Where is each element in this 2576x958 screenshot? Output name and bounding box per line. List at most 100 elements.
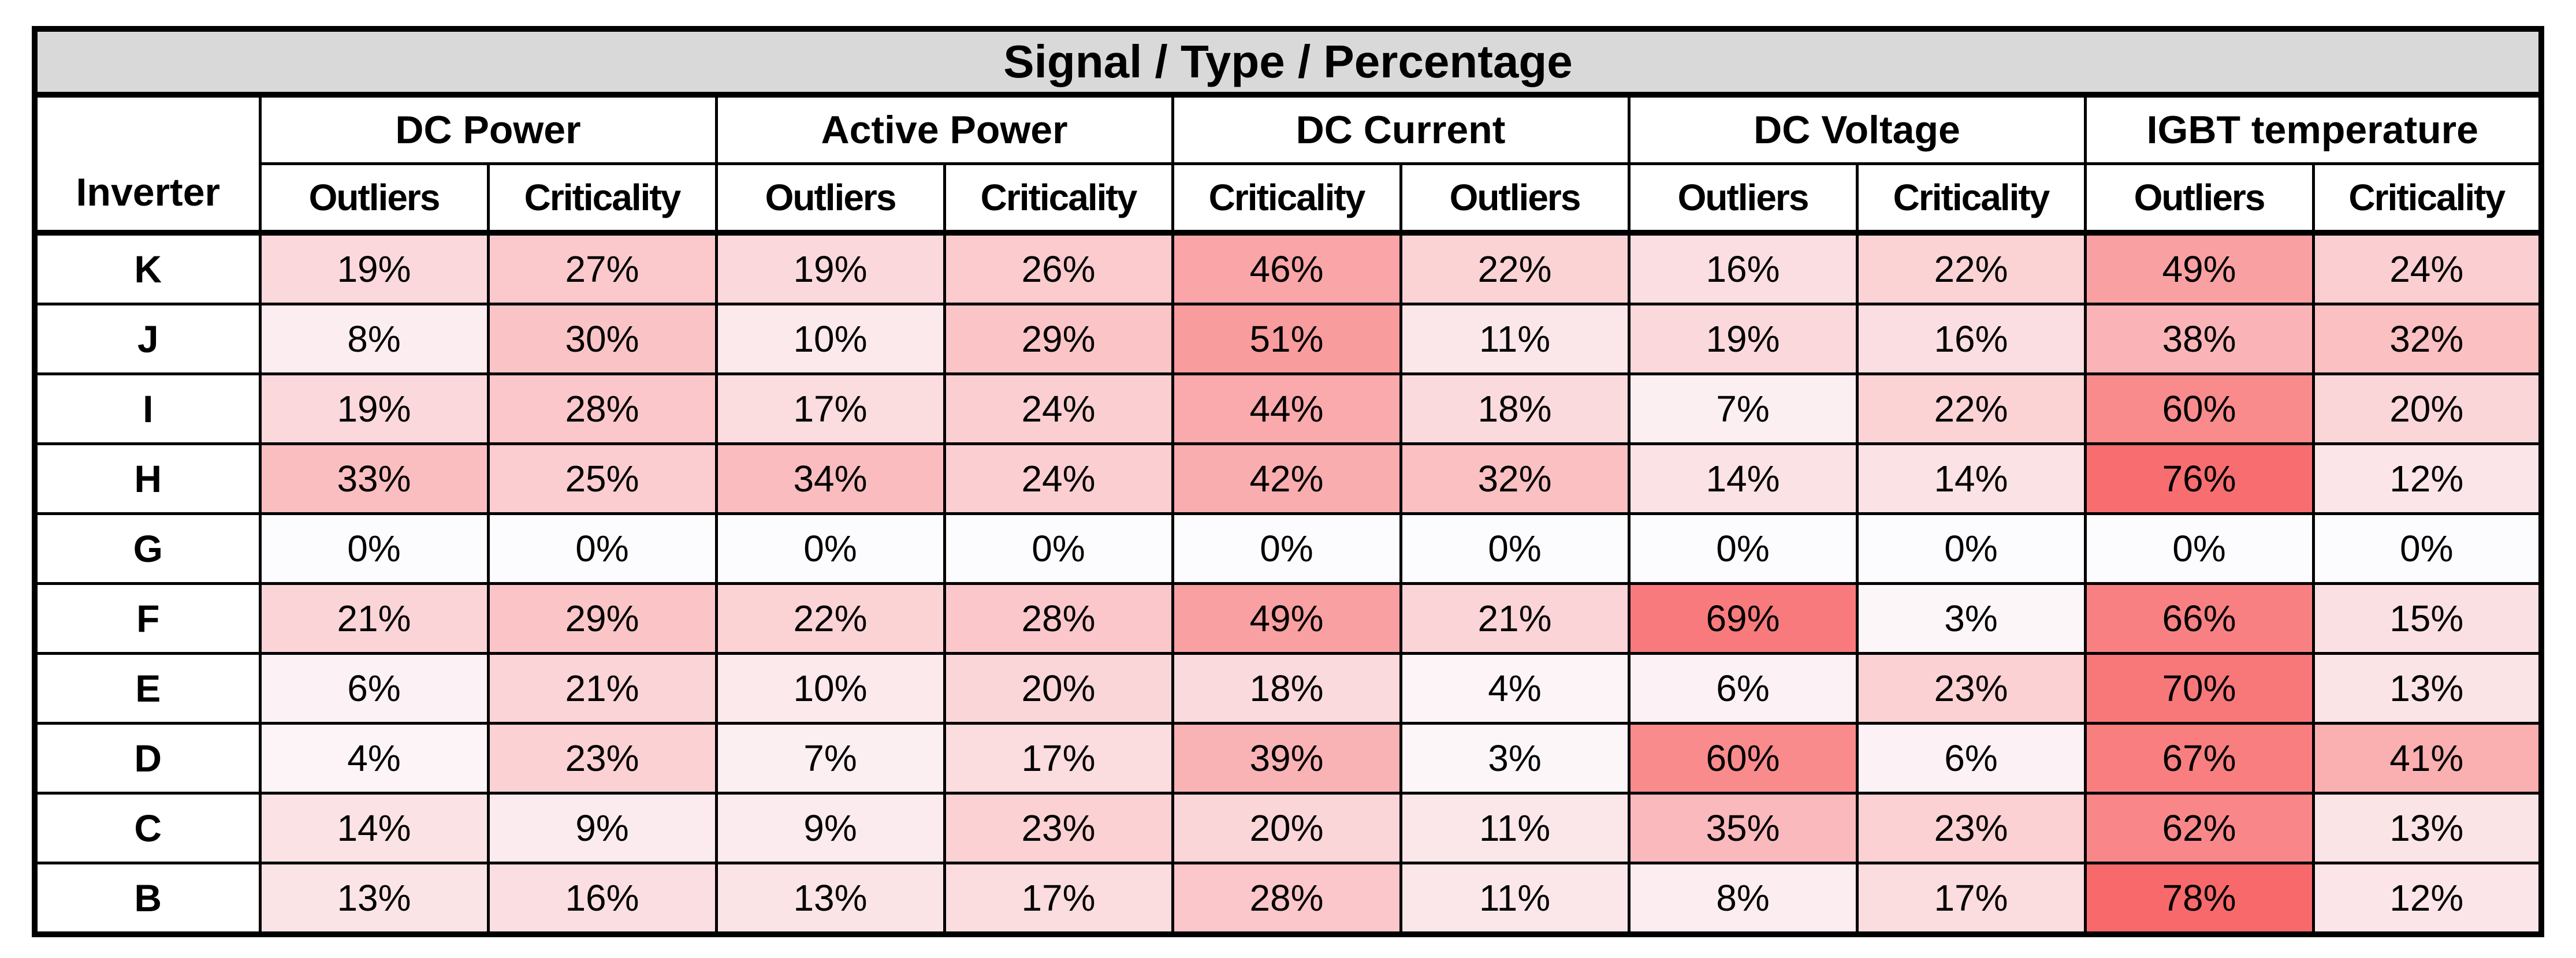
value-cell: 18% [1171, 652, 1402, 725]
value-cell: 19% [258, 372, 490, 445]
value-cell: 29% [486, 582, 718, 655]
value-cell: 32% [1399, 442, 1631, 515]
value-cell: 16% [1855, 303, 2087, 375]
value-cell: 3% [1855, 582, 2087, 655]
value-cell: 7% [714, 722, 946, 795]
column-group-header-dc-current: DC Current [1171, 93, 1631, 165]
value-cell: 49% [1171, 582, 1402, 655]
value-cell: 0% [1855, 512, 2087, 585]
value-cell: 23% [943, 792, 1174, 864]
value-cell: 19% [1627, 303, 1859, 375]
subcolumn-header-dc-current-outliers: Outliers [1399, 162, 1631, 236]
value-cell: 14% [258, 792, 490, 864]
group-header-row: Inverter DC Power Active Power DC Current DC… [33, 93, 2543, 236]
table-row-inverter-j: J 8% 30% 10% 29% 51% 11% 19% 16% 38% 32% [33, 303, 2543, 375]
value-cell: 24% [943, 372, 1174, 445]
column-group-header-dc-voltage: DC Voltage [1627, 93, 2087, 165]
value-cell: 27% [486, 231, 718, 305]
row-header-label: K [33, 231, 262, 305]
table-row-inverter-g: G 0% 0% 0% 0% 0% 0% 0% 0% 0% 0% [33, 512, 2543, 585]
value-cell: 42% [1171, 442, 1402, 515]
subcolumn-header-dc-power-outliers: Outliers [258, 162, 490, 236]
value-cell: 21% [1399, 582, 1631, 655]
value-cell: 8% [258, 303, 490, 375]
value-cell: 30% [486, 303, 718, 375]
value-cell: 22% [714, 582, 946, 655]
value-cell: 16% [1627, 231, 1859, 305]
value-cell: 17% [1855, 862, 2087, 936]
value-cell: 23% [486, 722, 718, 795]
column-group-header-active-power: Active Power [714, 93, 1174, 165]
table-row-inverter-b: B 13% 16% 13% 17% 28% 11% 8% 17% 78% 12% [33, 862, 2543, 936]
value-cell: 14% [1855, 442, 2087, 515]
value-cell: 66% [2083, 582, 2315, 655]
value-cell: 19% [714, 231, 946, 305]
row-header-title: Inverter [33, 93, 262, 236]
subcolumn-header-dc-voltage-criticality: Criticality [1855, 162, 2087, 236]
value-cell: 41% [2311, 722, 2543, 795]
value-cell: 14% [1627, 442, 1859, 515]
value-cell: 20% [2311, 372, 2543, 445]
value-cell: 78% [2083, 862, 2315, 936]
value-cell: 0% [714, 512, 946, 585]
value-cell: 15% [2311, 582, 2543, 655]
value-cell: 33% [258, 442, 490, 515]
subcolumn-header-dc-power-criticality: Criticality [486, 162, 718, 236]
value-cell: 76% [2083, 442, 2315, 515]
value-cell: 17% [714, 372, 946, 445]
value-cell: 20% [1171, 792, 1402, 864]
value-cell: 28% [1171, 862, 1402, 936]
value-cell: 67% [2083, 722, 2315, 795]
value-cell: 0% [486, 512, 718, 585]
value-cell: 21% [486, 652, 718, 725]
value-cell: 7% [1627, 372, 1859, 445]
value-cell: 35% [1627, 792, 1859, 864]
value-cell: 16% [486, 862, 718, 936]
table-row-inverter-i: I 19% 28% 17% 24% 44% 18% 7% 22% 60% 20% [33, 372, 2543, 445]
value-cell: 13% [258, 862, 490, 936]
value-cell: 0% [2311, 512, 2543, 585]
value-cell: 34% [714, 442, 946, 515]
value-cell: 39% [1171, 722, 1402, 795]
title-row: Signal / Type / Percentage [33, 27, 2543, 98]
value-cell: 11% [1399, 303, 1631, 375]
subcolumn-header-igbt-temperature-criticality: Criticality [2311, 162, 2543, 236]
value-cell: 17% [943, 862, 1174, 936]
table-row-inverter-e: E 6% 21% 10% 20% 18% 4% 6% 23% 70% 13% [33, 652, 2543, 725]
value-cell: 13% [2311, 652, 2543, 725]
value-cell: 25% [486, 442, 718, 515]
value-cell: 3% [1399, 722, 1631, 795]
subcolumn-header-dc-voltage-outliers: Outliers [1627, 162, 1859, 236]
value-cell: 6% [258, 652, 490, 725]
row-header-label: G [33, 512, 262, 585]
table-row-inverter-d: D 4% 23% 7% 17% 39% 3% 60% 6% 67% 41% [33, 722, 2543, 795]
table-row-inverter-c: C 14% 9% 9% 23% 20% 11% 35% 23% 62% 13% [33, 792, 2543, 864]
value-cell: 70% [2083, 652, 2315, 725]
row-header-label: C [33, 792, 262, 864]
value-cell: 0% [943, 512, 1174, 585]
value-cell: 11% [1399, 792, 1631, 864]
value-cell: 6% [1627, 652, 1859, 725]
value-cell: 23% [1855, 792, 2087, 864]
row-header-label: E [33, 652, 262, 725]
value-cell: 51% [1171, 303, 1402, 375]
value-cell: 18% [1399, 372, 1631, 445]
value-cell: 26% [943, 231, 1174, 305]
value-cell: 24% [2311, 231, 2543, 305]
value-cell: 60% [2083, 372, 2315, 445]
table-row-inverter-h: H 33% 25% 34% 24% 42% 32% 14% 14% 76% 12% [33, 442, 2543, 515]
value-cell: 24% [943, 442, 1174, 515]
value-cell: 4% [1399, 652, 1631, 725]
value-cell: 0% [2083, 512, 2315, 585]
value-cell: 10% [714, 652, 946, 725]
value-cell: 22% [1855, 372, 2087, 445]
value-cell: 9% [714, 792, 946, 864]
row-header-label: J [33, 303, 262, 375]
value-cell: 49% [2083, 231, 2315, 305]
value-cell: 32% [2311, 303, 2543, 375]
value-cell: 20% [943, 652, 1174, 725]
value-cell: 60% [1627, 722, 1859, 795]
value-cell: 17% [943, 722, 1174, 795]
value-cell: 29% [943, 303, 1174, 375]
value-cell: 0% [1399, 512, 1631, 585]
